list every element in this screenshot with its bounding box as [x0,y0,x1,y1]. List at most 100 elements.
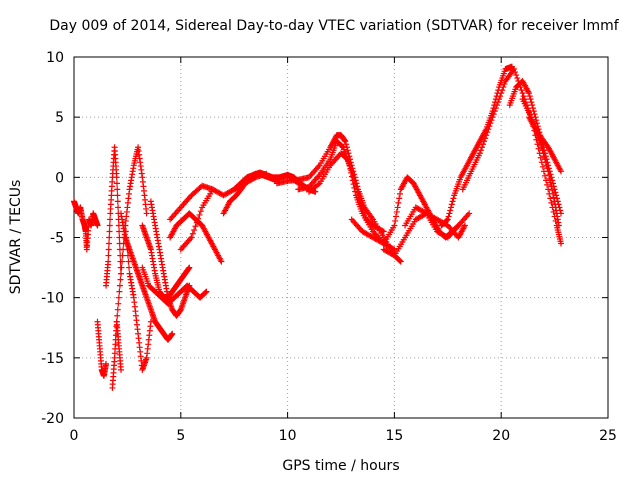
data-point [545,186,552,193]
data-point [396,195,403,202]
data-point [448,201,455,208]
data-point [531,111,538,118]
data-point [116,228,123,235]
data-point [116,288,123,295]
data-point [487,120,494,127]
data-point [498,90,505,97]
data-point [209,186,216,193]
data-point [354,189,361,196]
data-point [339,143,346,150]
data-point [541,156,548,163]
data-point [119,258,126,265]
data-point [351,177,358,184]
data-point [529,105,536,112]
data-point [203,288,210,295]
data-point [447,207,454,214]
data-point [189,230,196,237]
data-point [115,294,122,301]
series-t7 [117,210,176,343]
x-tick-label: 10 [279,428,297,444]
data-point [450,195,457,202]
data-point [547,179,554,186]
data-point [315,181,322,188]
data-point [392,217,399,224]
data-point [558,168,565,175]
data-point [528,99,535,106]
data-point [422,209,429,216]
data-point [379,227,386,234]
data-point [195,215,202,222]
data-point [191,226,198,233]
data-point [443,217,450,224]
data-point [497,93,504,100]
data-point [529,102,536,109]
grid-lines [74,57,608,418]
data-point [115,300,122,307]
x-tick-label: 15 [385,428,403,444]
series-t4 [109,318,124,391]
y-tick-label: 10 [46,50,64,66]
data-point [126,264,133,271]
data-point [394,204,401,211]
data-point [342,138,349,145]
series-t12 [167,170,270,223]
data-point [113,318,120,325]
data-point [486,123,493,130]
data-point [539,147,546,154]
data-point [395,199,402,206]
data-point [544,181,551,188]
data-point [391,222,398,229]
series-t24 [506,78,565,217]
data-point [113,180,120,187]
data-point [113,174,120,181]
data-point [397,257,404,264]
data-point [483,132,490,139]
data-point [543,177,550,184]
data-point [494,99,501,106]
data-point [353,183,360,190]
data-point [116,282,123,289]
data-point [393,213,400,220]
data-point [115,204,122,211]
data-point [193,219,200,226]
data-point [197,208,204,215]
data-point [493,102,500,109]
series-t13 [177,186,216,253]
data-point [530,108,537,115]
data-point [397,258,404,265]
data-point [106,228,113,235]
data-point [169,330,176,337]
data-point [446,210,453,217]
data-point [117,366,124,373]
data-point [512,69,519,76]
data-point [380,228,387,235]
data-point [118,264,125,271]
data-point [114,192,121,199]
data-point [114,186,121,193]
data-point [542,159,549,166]
data-point [537,154,544,161]
data-point [558,240,565,247]
data-point [546,175,553,182]
data-point [196,211,203,218]
data-point [548,183,555,190]
y-tick-label: 0 [55,170,64,186]
data-point [550,194,557,201]
data-point [500,84,507,91]
data-point [218,258,225,265]
series-t21 [402,204,473,241]
data-point [548,199,555,206]
data-point [520,93,527,100]
data-point [105,252,112,259]
data-point [478,144,485,151]
data-point [466,210,473,217]
data-point [448,204,455,211]
data-point [543,162,550,169]
data-point [188,234,195,241]
data-point [526,93,533,100]
data-point [186,264,193,271]
data-point [94,222,101,229]
data-point [354,186,361,193]
series-t1 [71,198,101,253]
